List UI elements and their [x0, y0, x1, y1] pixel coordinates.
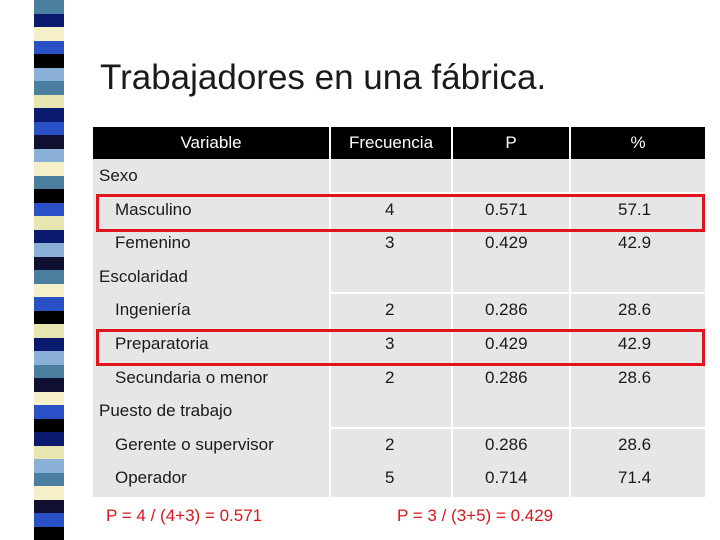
stripe-segment: [34, 351, 64, 365]
row-label: Secundaria o menor: [115, 367, 269, 387]
table-row: Preparatoria 3 0.429 42.9: [93, 327, 705, 361]
formula-left: P = 4 / (4+3) = 0.571: [106, 506, 263, 525]
row-label: Femenino: [115, 233, 191, 253]
table-body: [93, 159, 705, 497]
stripe-segment: [34, 108, 64, 122]
table-row: Operador 5 0.714 71.4: [93, 461, 705, 495]
stripe-segment: [34, 445, 64, 459]
stripe-segment: [34, 121, 64, 135]
cell-percent: 42.9: [618, 334, 652, 353]
stripe-segment: [34, 310, 64, 324]
row-divider: [331, 292, 705, 295]
column-divider: [451, 159, 453, 497]
stripe-segment: [34, 216, 64, 230]
table-group-row: Sexo: [93, 159, 705, 193]
row-label: Puesto de trabajo: [99, 401, 233, 421]
stripe-segment: [34, 27, 64, 41]
stripe-segment: [34, 459, 64, 473]
stripe-segment: [34, 148, 64, 162]
cell-p: 0.714: [485, 468, 528, 488]
cell-p: 0.429: [485, 334, 528, 353]
header-frecuencia: Frecuencia: [331, 127, 451, 159]
stripe-segment: [34, 337, 64, 351]
table-row: Masculino 4 0.571 57.1: [93, 193, 705, 227]
stripe-segment: [34, 135, 64, 149]
stripe-segment: [34, 40, 64, 54]
stripe-segment: [34, 378, 64, 392]
stripe-segment: [34, 283, 64, 297]
cell-frecuencia: 5: [385, 468, 395, 488]
data-table: Variable Frecuencia P % Sexo Masculino 4 0.…: [93, 127, 705, 497]
cell-p: 0.286: [485, 300, 528, 320]
stripe-segment: [34, 175, 64, 189]
stripe-segment: [34, 432, 64, 446]
stripe-segment: [34, 418, 64, 432]
stripe-segment: [34, 256, 64, 270]
row-label: Ingeniería: [115, 300, 191, 320]
row-label: Sexo: [99, 166, 138, 185]
cell-percent: 28.6: [618, 367, 652, 387]
table-group-row: Escolaridad: [93, 260, 705, 294]
cell-frecuencia: 2: [385, 367, 395, 387]
stripe-segment: [34, 54, 64, 68]
stripe-segment: [34, 499, 64, 513]
cell-frecuencia: 3: [385, 334, 395, 353]
stripe-segment: [34, 297, 64, 311]
stripe-segment: [34, 202, 64, 216]
cell-frecuencia: 4: [385, 199, 395, 219]
cell-percent: 57.1: [618, 199, 652, 219]
cell-p: 0.429: [485, 233, 528, 253]
stripe-segment: [34, 486, 64, 500]
stripe-segment: [34, 162, 64, 176]
stripe-segment: [34, 526, 64, 540]
stripe-segment: [34, 391, 64, 405]
stripe-segment: [34, 0, 64, 14]
formula-right: P = 3 / (3+5) = 0.429: [397, 506, 554, 525]
table-header-row: Variable Frecuencia P %: [93, 127, 705, 159]
stripe-segment: [34, 229, 64, 243]
cell-p: 0.286: [485, 434, 528, 454]
table-row: Gerente o supervisor 2 0.286 28.6: [93, 428, 705, 462]
row-label: Preparatoria: [115, 334, 209, 353]
stripe-segment: [34, 81, 64, 95]
page-title: Trabajadores en una fábrica.: [100, 58, 547, 97]
header-variable: Variable: [93, 127, 329, 159]
row-label: Escolaridad: [99, 266, 188, 286]
stripe-segment: [34, 94, 64, 108]
stripe-segment: [34, 364, 64, 378]
cell-p: 0.286: [485, 367, 528, 387]
stripe-segment: [34, 405, 64, 419]
cell-frecuencia: 2: [385, 300, 395, 320]
cell-frecuencia: 3: [385, 233, 395, 253]
stripe-segment: [34, 513, 64, 527]
header-p: P: [453, 127, 569, 159]
cell-p: 0.571: [485, 199, 528, 219]
row-label: Gerente o supervisor: [115, 434, 274, 454]
cell-percent: 42.9: [618, 233, 652, 253]
table-group-row: Puesto de trabajo: [93, 394, 705, 428]
stripe-segment: [34, 243, 64, 257]
header-percent: %: [571, 127, 705, 159]
cell-percent: 28.6: [618, 300, 652, 320]
table-row: Ingeniería 2 0.286 28.6: [93, 293, 705, 327]
stripe-segment: [34, 472, 64, 486]
stripe-segment: [34, 189, 64, 203]
decorative-stripe-bar: [34, 0, 64, 540]
row-label: Masculino: [115, 199, 192, 219]
row-divider: [331, 191, 705, 194]
cell-percent: 28.6: [618, 434, 652, 454]
stripe-segment: [34, 13, 64, 27]
cell-frecuencia: 2: [385, 434, 395, 454]
row-divider: [331, 426, 705, 429]
stripe-segment: [34, 67, 64, 81]
column-divider: [329, 159, 331, 497]
stripe-segment: [34, 270, 64, 284]
column-divider: [569, 159, 571, 497]
stripe-segment: [34, 324, 64, 338]
table-row: Secundaria o menor 2 0.286 28.6: [93, 361, 705, 395]
row-label: Operador: [115, 468, 187, 488]
cell-percent: 71.4: [618, 468, 652, 488]
table-row: Femenino 3 0.429 42.9: [93, 226, 705, 260]
